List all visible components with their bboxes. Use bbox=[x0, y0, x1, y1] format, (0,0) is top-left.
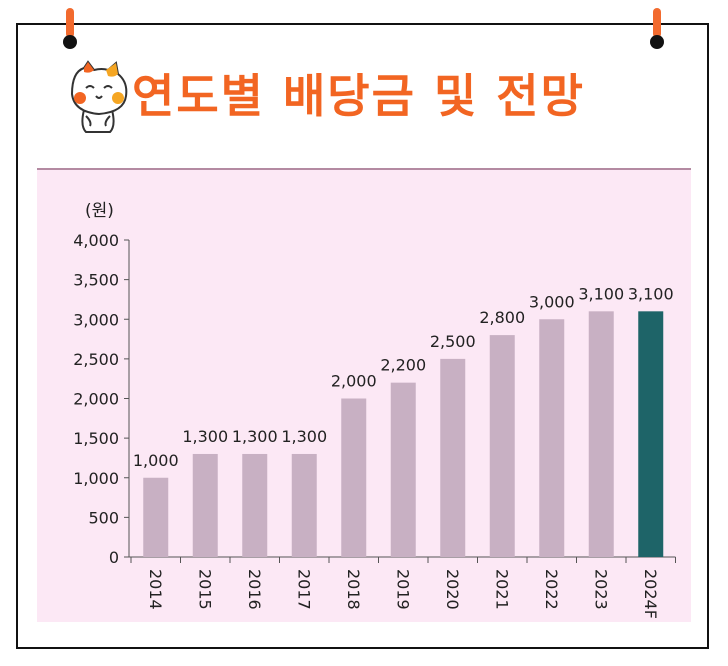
x-tick-label-2017: 2017 bbox=[294, 569, 313, 610]
data-label-2016: 1,300 bbox=[232, 427, 278, 446]
bar-chart: (원) 0 500 1,000 1,500 2,000 2,500 3,000 3,500 4,… bbox=[73, 201, 676, 619]
y-tick-label: 2,500 bbox=[73, 350, 119, 369]
y-tick-label: 4,000 bbox=[73, 231, 119, 250]
x-tick-label-2015: 2015 bbox=[195, 569, 214, 610]
x-tick-label-2019: 2019 bbox=[393, 569, 412, 610]
bar-2018 bbox=[341, 398, 367, 557]
bar-2015 bbox=[192, 453, 218, 557]
bar-2021 bbox=[489, 335, 515, 557]
x-tick-label-2020: 2020 bbox=[443, 569, 462, 610]
bar-2024F bbox=[638, 311, 664, 557]
x-tick-label-2022: 2022 bbox=[542, 569, 561, 610]
y-tick-label: 1,500 bbox=[73, 429, 119, 448]
y-axis-label: (원) bbox=[85, 201, 114, 221]
data-label-2018: 2,000 bbox=[331, 372, 377, 391]
data-label-2023: 3,100 bbox=[578, 284, 624, 303]
bar-2017 bbox=[291, 453, 317, 557]
data-label-2020: 2,500 bbox=[430, 332, 476, 351]
data-label-2014: 1,000 bbox=[133, 451, 179, 470]
x-tick-label-2024F: 2024F bbox=[641, 569, 660, 619]
y-tick-label: 500 bbox=[88, 508, 119, 527]
bar-2019 bbox=[390, 382, 416, 557]
data-label-2015: 1,300 bbox=[182, 427, 228, 446]
x-tick-label-2018: 2018 bbox=[344, 569, 363, 610]
y-axis: 0 500 1,000 1,500 2,000 2,500 3,000 3,500 4,000 bbox=[73, 231, 130, 567]
bar-2016 bbox=[242, 453, 268, 557]
data-label-2021: 2,800 bbox=[479, 308, 525, 327]
cat-mascot-icon bbox=[70, 60, 128, 133]
x-tick-label-2016: 2016 bbox=[245, 569, 264, 610]
x-tick-label-2023: 2023 bbox=[591, 569, 610, 610]
chart-panel: (원) 0 500 1,000 1,500 2,000 2,500 3,000 3,500 4,… bbox=[37, 168, 691, 622]
page-title: 연도별 배당금 및 전망 bbox=[132, 69, 585, 123]
bar-2023 bbox=[588, 311, 614, 557]
x-axis: 2014 2015 2016 2017 2018 2019 2020 2021 2022 2023… bbox=[129, 556, 676, 619]
x-tick-label-2014: 2014 bbox=[146, 569, 165, 610]
bars bbox=[143, 311, 664, 557]
y-tick-label: 3,500 bbox=[73, 271, 119, 290]
bar-2020 bbox=[440, 358, 466, 557]
y-tick-label: 3,000 bbox=[73, 310, 119, 329]
bar-2014 bbox=[143, 477, 169, 557]
x-tick-label-2021: 2021 bbox=[492, 569, 511, 610]
y-tick-label: 2,000 bbox=[73, 390, 119, 409]
data-label-2017: 1,300 bbox=[281, 427, 327, 446]
y-tick-label: 0 bbox=[109, 548, 119, 567]
data-label-2022: 3,000 bbox=[529, 292, 575, 311]
bar-2022 bbox=[539, 319, 565, 557]
y-tick-label: 1,000 bbox=[73, 469, 119, 488]
data-label-2019: 2,200 bbox=[380, 356, 426, 375]
data-label-2024F: 3,100 bbox=[628, 284, 674, 303]
